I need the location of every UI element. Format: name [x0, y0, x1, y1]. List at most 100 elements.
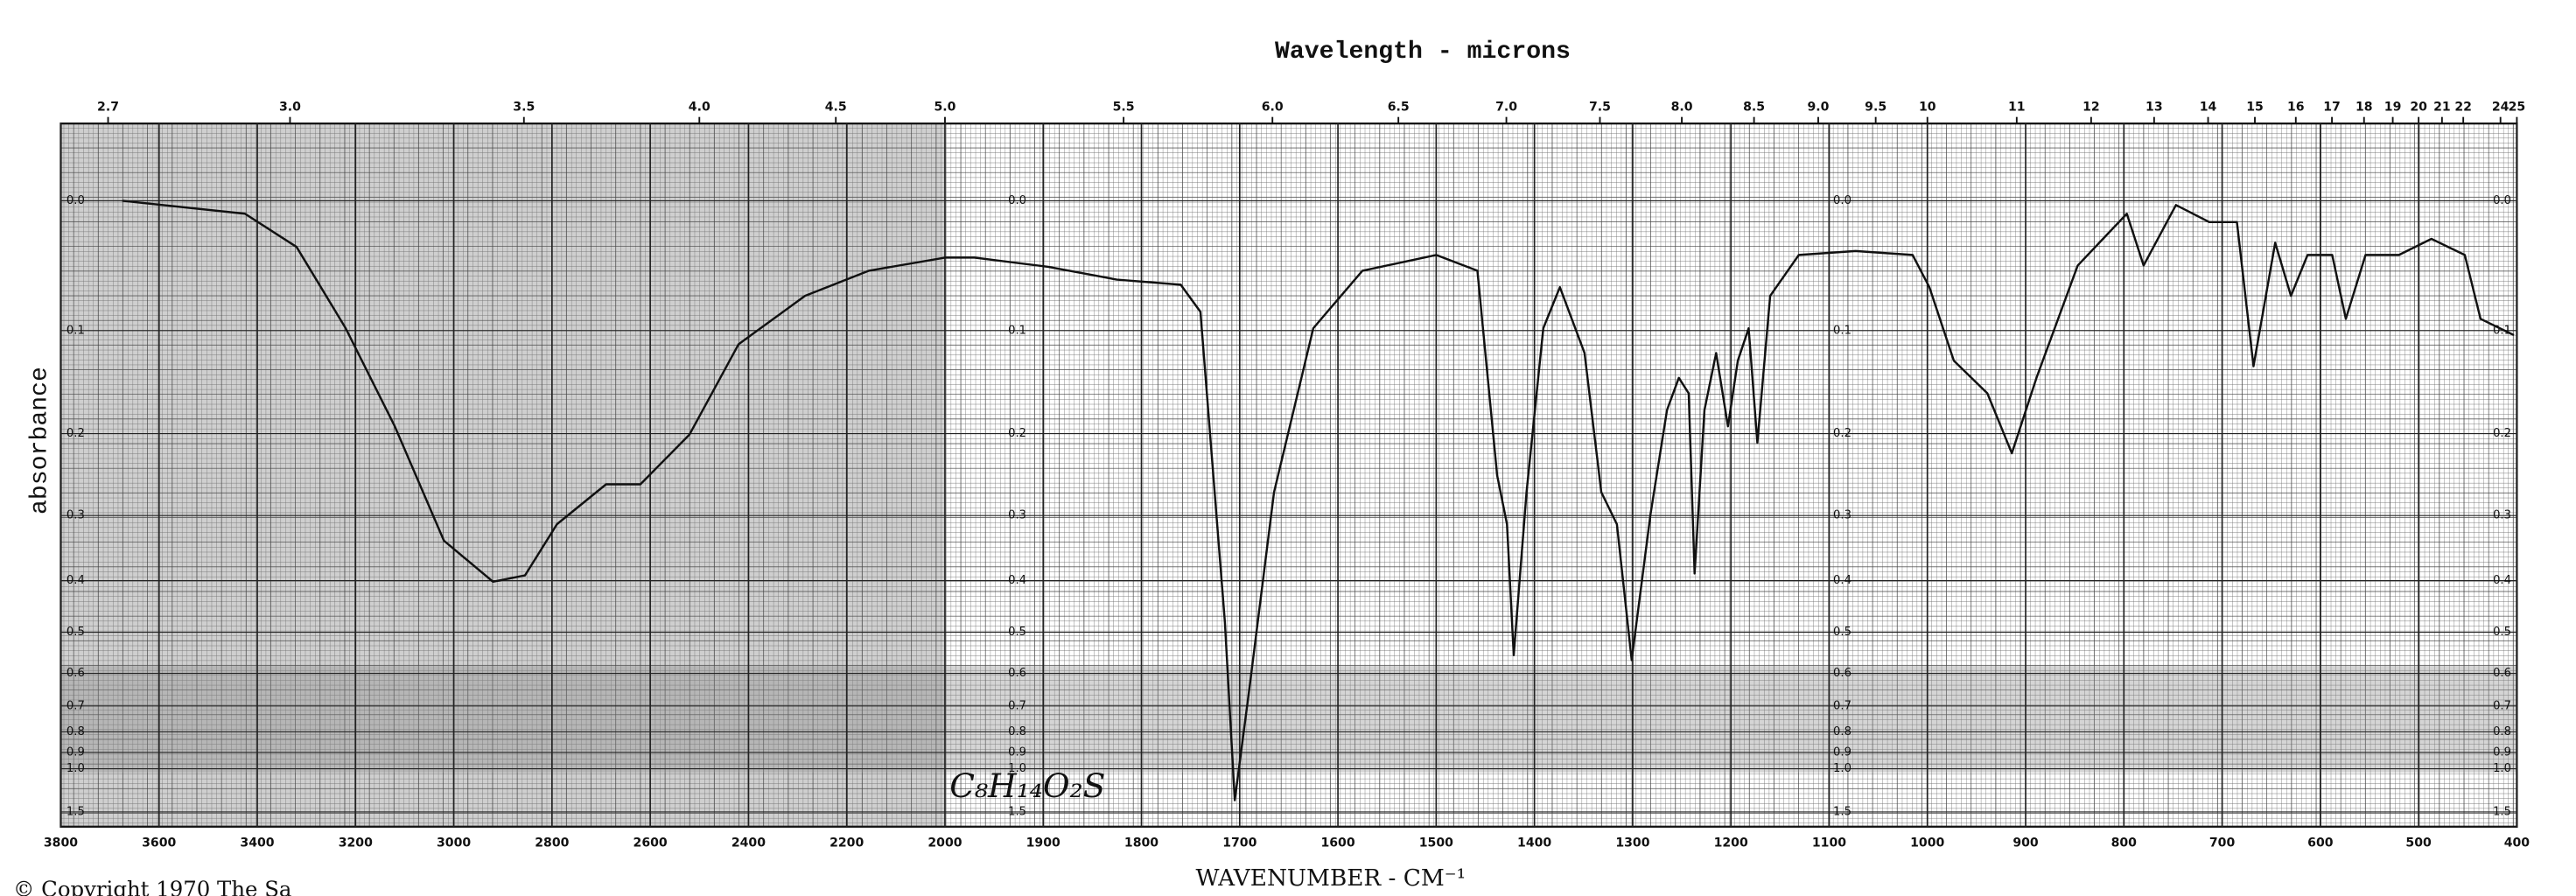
- x-tick-label: 2000: [928, 836, 962, 850]
- y-tick-label: 0.0: [2493, 194, 2511, 207]
- x-tick-label: 1700: [1222, 836, 1256, 850]
- x2-tick-label: 3.0: [279, 100, 301, 114]
- y-tick-label: 0.9: [1833, 746, 1852, 759]
- y-tick-label: 0.1: [1008, 324, 1026, 337]
- y-tick-label: 0.2: [1833, 427, 1852, 440]
- y-tick-label: 0.3: [1008, 509, 1026, 522]
- x-tick-label: 700: [2209, 836, 2236, 850]
- x2-tick-label: 17: [2323, 100, 2341, 114]
- x2-tick-label: 21: [2433, 100, 2451, 114]
- y-tick-label: 0.4: [2493, 574, 2511, 587]
- y-tick-label: 0.2: [66, 427, 85, 440]
- y-tick-label: 0.6: [66, 667, 85, 680]
- x-tick-label: 1900: [1026, 836, 1060, 850]
- y-tick-label: 1.0: [1833, 762, 1852, 775]
- y-axis-title: absorbance: [26, 367, 53, 514]
- y-tick-label: 0.7: [1008, 699, 1026, 712]
- y-tick-label: 0.6: [1008, 667, 1026, 680]
- x2-tick-label: 22: [2454, 100, 2472, 114]
- x2-tick-label: 9.5: [1865, 100, 1886, 114]
- y-tick-label: 0.4: [1008, 574, 1026, 587]
- x-tick-label: 1400: [1517, 836, 1551, 850]
- x-tick-label: 1800: [1124, 836, 1158, 850]
- x2-tick-label: 4.0: [689, 100, 710, 114]
- y-tick-label: 0.3: [66, 509, 85, 522]
- x2-tick-label: 20: [2410, 100, 2427, 114]
- x2-tick-label: 8.0: [1671, 100, 1693, 114]
- y-tick-label: 1.5: [2493, 805, 2511, 818]
- x-tick-label: 600: [2307, 836, 2334, 850]
- y-tick-label: 0.1: [1833, 324, 1852, 337]
- x2-tick-label: 18: [2356, 100, 2373, 114]
- y-tick-label: 0.9: [2493, 746, 2511, 759]
- x2-tick-label: 10: [1919, 100, 1936, 114]
- x2-tick-label: 6.0: [1262, 100, 1284, 114]
- y-tick-label: 0.1: [66, 324, 85, 337]
- x2-tick-label: 24: [2492, 100, 2510, 114]
- y-tick-label: 0.7: [66, 699, 85, 712]
- y-tick-label: 0.8: [2493, 725, 2511, 738]
- x2-tick-label: 4.5: [825, 100, 847, 114]
- x-tick-label: 800: [2111, 836, 2138, 850]
- x-tick-label: 3400: [240, 836, 274, 850]
- y-tick-label: 0.8: [1008, 725, 1026, 738]
- x-tick-label: 1500: [1419, 836, 1453, 850]
- y-tick-label: 0.2: [1008, 427, 1026, 440]
- x-axis-title: WAVENUMBER - CM⁻¹: [1195, 865, 1466, 892]
- x2-tick-label: 13: [2146, 100, 2163, 114]
- y-tick-label: 0.0: [66, 194, 85, 207]
- x2-tick-label: 9.0: [1808, 100, 1830, 114]
- y-tick-label: 0.5: [2493, 626, 2511, 639]
- x2-tick-label: 6.5: [1388, 100, 1410, 114]
- y-tick-label: 1.0: [66, 762, 85, 775]
- y-tick-label: 0.8: [66, 725, 85, 738]
- x2-tick-label: 12: [2082, 100, 2100, 114]
- top-axis-title: Wavelength - microns: [1275, 38, 1571, 66]
- y-tick-label: 0.5: [1833, 626, 1852, 639]
- x2-tick-label: 25: [2509, 100, 2526, 114]
- y-tick-label: 0.5: [66, 626, 85, 639]
- x-tick-label: 1000: [1910, 836, 1944, 850]
- x-tick-label: 1600: [1320, 836, 1354, 850]
- x2-tick-label: 16: [2287, 100, 2305, 114]
- copyright: © Copyright 1970 The Sa: [13, 877, 291, 896]
- y-tick-label: 0.5: [1008, 626, 1026, 639]
- y-tick-label: 1.5: [1833, 805, 1852, 818]
- x2-tick-label: 3.5: [513, 100, 535, 114]
- x-tick-label: 3800: [44, 836, 78, 850]
- x2-tick-label: 19: [2384, 100, 2402, 114]
- x-tick-label: 2800: [535, 836, 569, 850]
- y-tick-label: 1.5: [1008, 805, 1026, 818]
- y-tick-label: 1.0: [2493, 762, 2511, 775]
- x-tick-label: 400: [2504, 836, 2530, 850]
- x-tick-label: 900: [2012, 836, 2039, 850]
- y-tick-label: 0.4: [1833, 574, 1852, 587]
- x2-tick-label: 15: [2246, 100, 2264, 114]
- y-tick-label: 0.7: [1833, 699, 1852, 712]
- x2-tick-label: 5.0: [934, 100, 956, 114]
- y-tick-label: 0.3: [2493, 509, 2511, 522]
- y-tick-label: 1.5: [66, 805, 85, 818]
- y-tick-label: 0.4: [66, 574, 85, 587]
- y-tick-label: 0.8: [1833, 725, 1852, 738]
- x2-tick-label: 7.5: [1589, 100, 1611, 114]
- x2-tick-label: 8.5: [1743, 100, 1765, 114]
- y-tick-label: 0.3: [1833, 509, 1852, 522]
- x-tick-label: 1200: [1714, 836, 1748, 850]
- coarse-grid: [60, 123, 2517, 827]
- x-tick-label: 1300: [1615, 836, 1649, 850]
- y-tick-label: 0.0: [1008, 194, 1026, 207]
- x-tick-label: 2400: [732, 836, 766, 850]
- handwritten-formula: C₈H₁₄O₂S: [949, 766, 1105, 805]
- x-tick-label: 3000: [437, 836, 471, 850]
- y-tick-label: 0.6: [1833, 667, 1852, 680]
- x2-tick-label: 7.0: [1495, 100, 1517, 114]
- x2-tick-label: 2.7: [97, 100, 119, 114]
- x-tick-label: 1100: [1812, 836, 1846, 850]
- y-tick-label: 0.6: [2493, 667, 2511, 680]
- x-tick-label: 500: [2405, 836, 2432, 850]
- y-tick-label: 0.2: [2493, 427, 2511, 440]
- y-tick-label: 0.7: [2493, 699, 2511, 712]
- x-tick-label: 3200: [339, 836, 373, 850]
